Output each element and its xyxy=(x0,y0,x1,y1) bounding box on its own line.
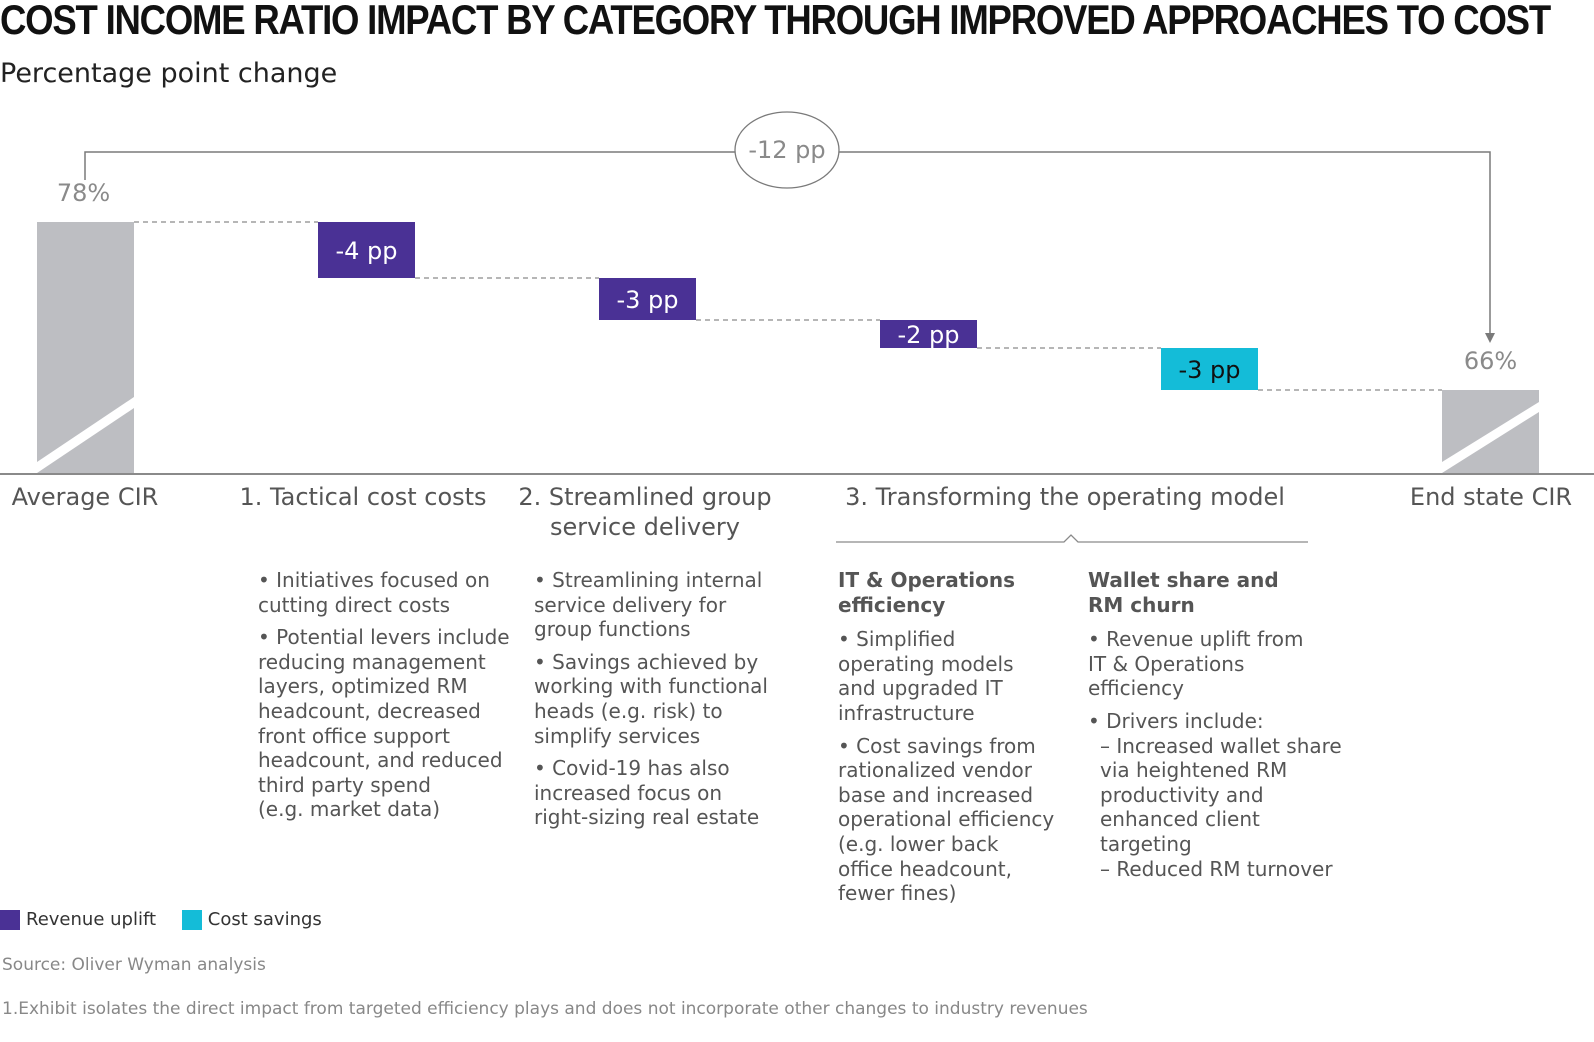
legend-item-revenue: Revenue uplift xyxy=(0,909,156,930)
bullet-line: infrastructure xyxy=(838,700,975,725)
bullet-line: • Covid-19 has also xyxy=(534,756,730,781)
bullet: • Drivers include: xyxy=(1088,709,1358,734)
bullet-line: increased focus on xyxy=(534,780,722,805)
wallet-share-description: Wallet share and RM churn • Revenue upli… xyxy=(1088,568,1358,881)
bullet-line: office headcount, xyxy=(838,856,1012,881)
bullet-line: layers, optimized RM xyxy=(258,674,468,699)
bullet: • Savings achieved by working with funct… xyxy=(534,650,804,748)
total-change-label: -12 pp xyxy=(748,136,825,164)
chart-subtitle: Percentage point change xyxy=(0,58,338,89)
bullet-line: – Reduced RM turnover xyxy=(1100,856,1333,881)
heading-line: Wallet share and xyxy=(1088,568,1279,592)
bullet-line: fewer fines) xyxy=(838,881,957,906)
bullet: • Revenue uplift from IT & Operations ef… xyxy=(1088,627,1358,701)
bullet-line: heads (e.g. risk) to xyxy=(534,698,723,723)
heading-line: IT & Operations xyxy=(838,568,1015,592)
bullet: • Covid-19 has also increased focus on r… xyxy=(534,756,804,830)
bullet-line: • Savings achieved by xyxy=(534,649,759,674)
bullet-line: – Increased wallet share xyxy=(1100,733,1342,758)
step-bar xyxy=(599,278,696,320)
step-bar xyxy=(880,320,977,348)
step-value-label: -3 pp xyxy=(1178,356,1240,384)
it-operations-heading: IT & Operations efficiency xyxy=(838,568,1078,617)
bullet-line: group functions xyxy=(534,617,691,642)
bullet-line: and upgraded IT xyxy=(838,676,1003,701)
bullet-line: • Revenue uplift from xyxy=(1088,627,1304,652)
heading-line: RM churn xyxy=(1088,592,1195,617)
bracket-arrowhead xyxy=(1485,333,1495,343)
footnote: 1.Exhibit isolates the direct impact fro… xyxy=(2,999,1088,1019)
step-value-label: -2 pp xyxy=(897,321,959,349)
bullet-line: via heightened RM xyxy=(1100,758,1288,783)
bullet-line: rationalized vendor xyxy=(838,758,1032,783)
bullet-line: reducing management xyxy=(258,649,486,674)
sub-bullet: – Increased wallet share via heightened … xyxy=(1100,734,1358,857)
sub-bullet: – Reduced RM turnover xyxy=(1100,857,1358,882)
bullet-line: IT & Operations xyxy=(1088,651,1245,676)
heading-line: efficiency xyxy=(838,592,946,617)
bullet-line: base and increased xyxy=(838,782,1034,807)
bullet-line: • Simplified xyxy=(838,627,956,652)
bullet-line: right-sizing real estate xyxy=(534,805,760,830)
cost-swatch xyxy=(181,909,202,930)
bullet-line: • Cost savings from xyxy=(838,733,1036,758)
category-label-average-cir: Average CIR xyxy=(11,483,159,511)
bullet: • Cost savings from rationalized vendor … xyxy=(838,734,1078,906)
source-note: Source: Oliver Wyman analysis xyxy=(2,955,266,975)
step-value-label: -3 pp xyxy=(616,286,678,314)
bullet-line: enhanced client xyxy=(1100,807,1260,832)
start-bar-axis-break xyxy=(37,397,134,473)
it-operations-description: IT & Operations efficiency • Simplified … xyxy=(838,568,1078,914)
streamlined-description: • Streamlining internal service delivery… xyxy=(534,568,804,838)
end-bar-axis-break xyxy=(1442,402,1539,473)
bullet-line: productivity and xyxy=(1100,782,1264,807)
bullet: • Streamlining internal service delivery… xyxy=(534,568,804,642)
bullet-line: efficiency xyxy=(1088,676,1185,701)
legend: Revenue uplift Cost savings xyxy=(0,909,342,935)
bullet-line: (e.g. lower back xyxy=(838,831,999,856)
step-value-label: -4 pp xyxy=(335,237,397,265)
bullet-line: • Potential levers include xyxy=(258,625,510,650)
bullet-line: operating models xyxy=(838,651,1014,676)
start-value-label: 78% xyxy=(57,179,110,207)
bullet-line: front office support xyxy=(258,723,450,748)
revenue-swatch xyxy=(0,909,20,930)
category-label-streamlined-line1: 2. Streamlined group xyxy=(518,483,772,511)
bullet-line: third party spend xyxy=(258,772,431,797)
total-change-ellipse xyxy=(734,111,840,189)
connector-lines xyxy=(134,221,1442,391)
category-label-transforming: 3. Transforming the operating model xyxy=(845,483,1285,511)
category-label-streamlined-line2: service delivery xyxy=(550,513,740,541)
bullet-line: targeting xyxy=(1100,831,1192,856)
bullet-line: headcount, decreased xyxy=(258,698,481,723)
bullet: • Initiatives focused on cutting direct … xyxy=(258,568,518,617)
legend-item-cost: Cost savings xyxy=(181,909,322,930)
category-3-brace xyxy=(836,534,1308,543)
category-label-tactical: 1. Tactical cost costs xyxy=(239,483,487,511)
category-label-end-cir: End state CIR xyxy=(1409,483,1573,511)
bullet-line: • Initiatives focused on xyxy=(258,568,490,592)
legend-label-cost: Cost savings xyxy=(207,909,322,930)
bullet-line: simplify services xyxy=(534,723,701,748)
end-value-label: 66% xyxy=(1464,347,1517,375)
step-bars: -4 pp -3 pp -2 pp -3 pp xyxy=(318,222,1258,390)
bullet-line: service delivery for xyxy=(534,592,727,617)
wallet-share-heading: Wallet share and RM churn xyxy=(1088,568,1358,617)
chart-title: COST INCOME RATIO IMPACT BY CATEGORY THR… xyxy=(0,0,1551,43)
bullet: • Potential levers include reducing mana… xyxy=(258,625,518,822)
step-bar xyxy=(318,222,415,278)
legend-label-revenue: Revenue uplift xyxy=(26,909,157,930)
category-label-streamlined: 2. Streamlined group service delivery xyxy=(505,482,785,542)
bullet-line: cutting direct costs xyxy=(258,592,451,617)
bullet-line: operational efficiency xyxy=(838,807,1055,832)
step-bar xyxy=(1161,348,1258,390)
bullet-line: (e.g. market data) xyxy=(258,797,441,822)
bullet-line: • Drivers include: xyxy=(1088,708,1264,733)
bullet-line: headcount, and reduced xyxy=(258,748,503,773)
bullet-line: • Streamlining internal xyxy=(534,568,763,592)
bullet-line: working with functional xyxy=(534,674,768,699)
tactical-description: • Initiatives focused on cutting direct … xyxy=(258,568,518,830)
bullet: • Simplified operating models and upgrad… xyxy=(838,627,1078,725)
